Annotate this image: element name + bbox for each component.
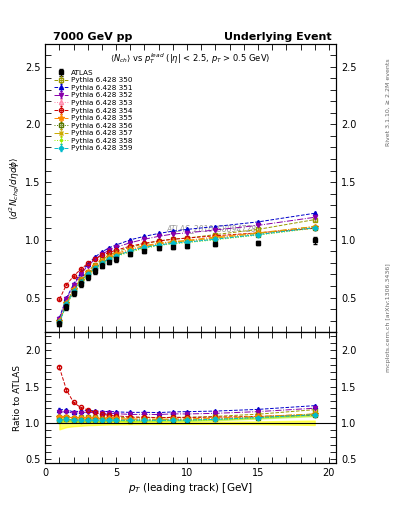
Text: Rivet 3.1.10, ≥ 2.2M events: Rivet 3.1.10, ≥ 2.2M events xyxy=(386,58,391,146)
Text: Underlying Event: Underlying Event xyxy=(224,32,332,42)
Legend: ATLAS, Pythia 6.428 350, Pythia 6.428 351, Pythia 6.428 352, Pythia 6.428 353, P: ATLAS, Pythia 6.428 350, Pythia 6.428 35… xyxy=(52,68,135,154)
Text: ATLAS_2010_S8894728: ATLAS_2010_S8894728 xyxy=(166,224,256,233)
Text: $\langle N_{ch}\rangle$ vs $p_T^{lead}$ ($|\eta|$ < 2.5, $p_T$ > 0.5 GeV): $\langle N_{ch}\rangle$ vs $p_T^{lead}$ … xyxy=(110,51,271,66)
Text: 7000 GeV pp: 7000 GeV pp xyxy=(53,32,132,42)
Y-axis label: $\langle d^2 N_{chg}/d\eta d\phi \rangle$: $\langle d^2 N_{chg}/d\eta d\phi \rangle… xyxy=(7,156,22,220)
X-axis label: $p_T$ (leading track) [GeV]: $p_T$ (leading track) [GeV] xyxy=(128,481,253,495)
Text: mcplots.cern.ch [arXiv:1306.3436]: mcplots.cern.ch [arXiv:1306.3436] xyxy=(386,263,391,372)
Y-axis label: Ratio to ATLAS: Ratio to ATLAS xyxy=(13,365,22,431)
